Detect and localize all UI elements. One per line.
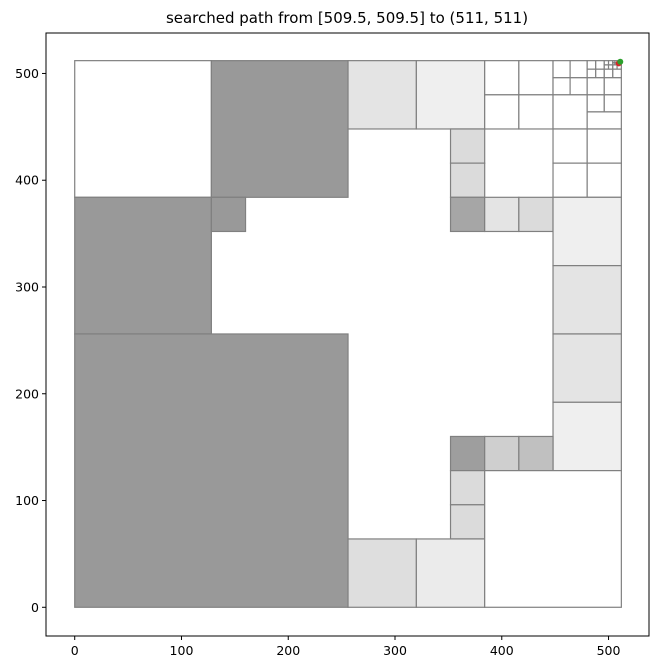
quadtree-cell-33	[603, 94, 622, 113]
quadtree-cell-13	[586, 60, 597, 70]
quadtree-cell-0	[74, 60, 212, 198]
quadtree-cell-17	[603, 60, 610, 66]
y-tick-label: 200	[15, 386, 39, 401]
quadtree-cell-52	[484, 435, 520, 472]
quadtree-cell-34	[586, 111, 622, 130]
x-tick-label: 500	[597, 643, 621, 658]
quadtree-cells	[74, 60, 622, 608]
quadtree-cell-53	[518, 435, 554, 472]
quadtree-cell-42	[449, 162, 486, 198]
quadtree-cell-3	[415, 60, 486, 130]
y-tick-label: 500	[15, 66, 39, 81]
quadtree-cell-35	[552, 128, 588, 164]
quadtree-cell-41	[449, 128, 486, 164]
quadtree-cell-36	[586, 128, 622, 164]
quadtree-cell-18	[607, 60, 614, 66]
quadtree-cell-1	[210, 60, 349, 198]
quadtree-cell-46	[552, 196, 622, 267]
quadtree-cell-40	[210, 196, 247, 233]
quadtree-cell-20	[607, 64, 614, 70]
quadtree-cell-51	[449, 435, 486, 472]
quadtree-cell-48	[74, 333, 349, 608]
x-tick-label: 200	[276, 643, 300, 658]
plot-frame	[45, 32, 650, 637]
quadtree-cell-15	[586, 68, 597, 79]
quadtree-cell-11	[569, 77, 588, 96]
quadtree-cell-28	[603, 68, 614, 79]
quadtree-cell-55	[449, 504, 486, 540]
quadtree-cell-57	[415, 538, 486, 608]
quadtree-cell-2	[347, 60, 417, 130]
chart-title: searched path from [509.5, 509.5] to (51…	[166, 9, 528, 27]
y-tick-label: 400	[15, 173, 39, 188]
quadtree-cell-9	[569, 60, 588, 79]
quadtree-cell-30	[586, 77, 605, 96]
y-tick-label: 100	[15, 493, 39, 508]
path-goal-point	[617, 58, 624, 65]
quadtree-cell-58	[484, 470, 622, 608]
quadtree-cell-37	[552, 162, 588, 198]
quadtree-cell-39	[74, 196, 212, 335]
quadtree-cell-12	[552, 94, 588, 130]
x-tick-label: 300	[383, 643, 407, 658]
y-tick-label: 300	[15, 279, 39, 294]
quadtree-cell-44	[484, 196, 520, 233]
quadtree-cell-31	[603, 77, 622, 96]
y-tick-label: 0	[31, 600, 39, 615]
quadtree-cell-5	[518, 60, 554, 96]
quadtree-cell-4	[484, 60, 520, 96]
search-path	[615, 58, 624, 67]
quadtree-cell-7	[518, 94, 554, 130]
y-axis: 0 100 200 300 400 500	[15, 66, 46, 615]
quadtree-cell-10	[552, 77, 571, 96]
quadtree-cell-43	[449, 196, 486, 233]
quadtree-cell-14	[595, 60, 605, 70]
x-tick-label: 400	[490, 643, 514, 658]
x-tick-label: 100	[170, 643, 194, 658]
quadtree-cell-47	[552, 265, 622, 335]
x-axis: 0 100 200 300 400 500	[71, 636, 621, 658]
quadtree-cell-19	[603, 64, 610, 70]
quadtree-cell-49	[552, 333, 622, 403]
quadtree-cell-56	[347, 538, 417, 608]
quadtree-cell-25	[612, 64, 618, 70]
quadtree-cell-6	[484, 94, 520, 130]
x-tick-label: 0	[71, 643, 79, 658]
quadtree-cell-38	[586, 162, 622, 198]
quadtree-cell-45	[518, 196, 554, 233]
quadtree-cell-50	[552, 401, 622, 472]
quadtree-cell-54	[449, 470, 486, 506]
quadtree-cell-32	[586, 94, 605, 113]
quadtree-cell-16	[595, 68, 605, 79]
quadtree-cell-8	[552, 60, 571, 79]
quadtree-cell-29	[612, 68, 622, 79]
